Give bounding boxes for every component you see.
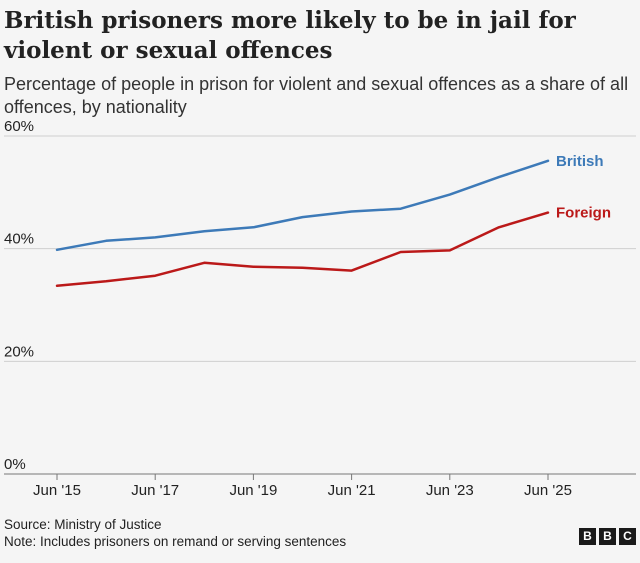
y-tick-label: 20%: [4, 343, 34, 360]
logo-letter: B: [599, 528, 616, 545]
line-chart: 0% 20% 40% 60% Jun '15 Jun '17 Jun '19 Jun '21 J…: [4, 118, 636, 499]
x-tick-label: Jun '21: [328, 482, 376, 499]
y-tick-label: 0%: [4, 456, 26, 473]
labels: 0% 20% 40% 60% Jun '15 Jun '17 Jun '19 Jun '21 J…: [4, 118, 611, 499]
series-line-foreign: [55, 211, 550, 288]
logo-letter: C: [619, 528, 636, 545]
y-tick-label: 60%: [4, 118, 34, 135]
x-tick-label: Jun '25: [524, 482, 572, 499]
footer: Source: Ministry of Justice Note: Includ…: [4, 516, 346, 550]
x-tick-label: Jun '17: [131, 482, 179, 499]
series-line-british: [55, 159, 550, 252]
chart-subtitle: Percentage of people in prison for viole…: [4, 74, 629, 117]
y-tick-label: 40%: [4, 231, 34, 248]
gridlines: [4, 135, 636, 475]
series-label-foreign: Foreign: [556, 205, 611, 222]
series-label-british: British: [556, 153, 604, 170]
x-tick-label: Jun '15: [33, 482, 81, 499]
footnote: Note: Includes prisoners on remand or se…: [4, 534, 347, 549]
logo-letter: B: [579, 528, 596, 545]
x-tick-label: Jun '19: [229, 482, 277, 499]
bbc-logo: B B C: [579, 528, 636, 545]
chart-title: British prisoners more likely to be in j…: [4, 7, 576, 64]
x-tick-label: Jun '23: [426, 482, 474, 499]
source-note: Source: Ministry of Justice: [4, 517, 162, 532]
x-axis: [56, 474, 549, 480]
series-lines: [55, 159, 550, 288]
